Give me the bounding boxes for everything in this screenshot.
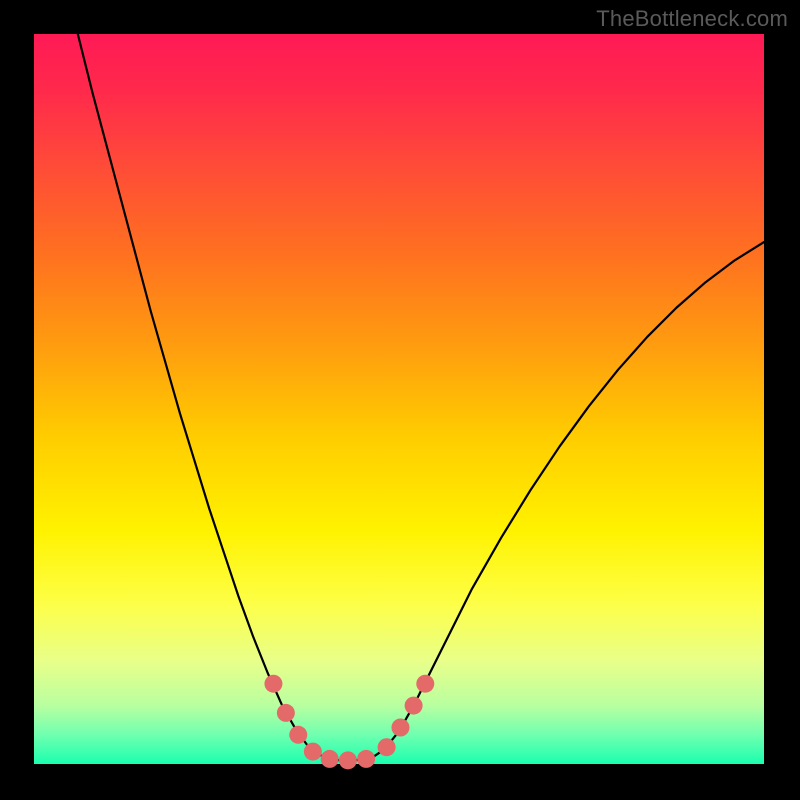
chart-frame: TheBottleneck.com: [0, 0, 800, 800]
highlight-marker: [277, 704, 295, 722]
highlight-marker: [416, 675, 434, 693]
highlight-marker: [357, 750, 375, 768]
highlight-marker: [289, 726, 307, 744]
highlight-marker: [304, 743, 322, 761]
highlight-marker: [321, 750, 339, 768]
highlight-marker: [391, 719, 409, 737]
highlight-marker: [339, 751, 357, 769]
gradient-background: [34, 34, 764, 764]
highlight-marker: [264, 675, 282, 693]
highlight-marker: [378, 738, 396, 756]
highlight-marker: [405, 697, 423, 715]
bottleneck-chart: [0, 0, 800, 800]
